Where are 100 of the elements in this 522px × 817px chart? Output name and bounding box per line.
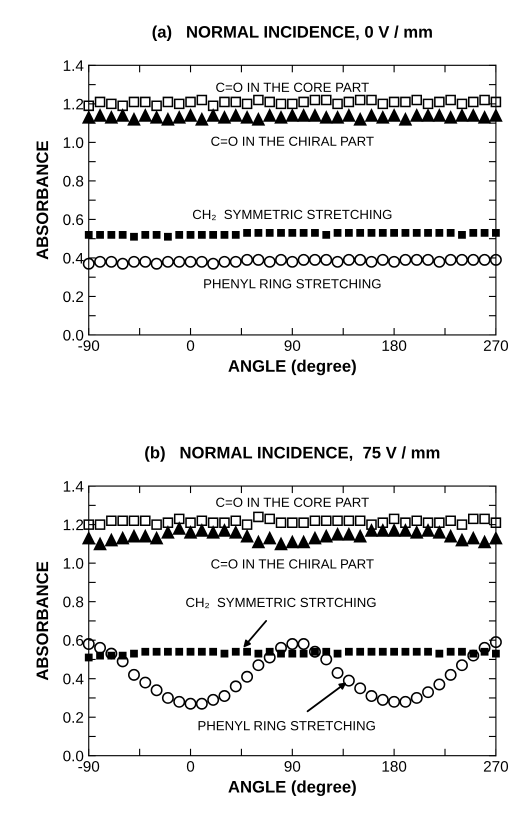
point [456,519,468,530]
point [320,254,332,266]
point [105,534,118,546]
point [466,109,480,122]
point [263,532,276,544]
point [490,254,502,266]
point [467,254,480,266]
point [118,230,127,239]
point [458,230,466,239]
point [356,648,364,656]
point [342,254,355,266]
point [287,517,298,528]
point [209,648,218,656]
point [490,532,502,544]
point [152,230,160,239]
x-axis-title: ANGLE (degree) [228,780,356,796]
point [331,528,344,541]
point [480,229,488,237]
point [198,230,206,239]
point [252,536,265,548]
point [116,109,129,122]
point [422,254,434,266]
point [287,98,298,110]
x-tick-label: 90 [284,760,300,772]
point [162,526,174,539]
annotation: PHENYL RING STRETCHING [198,721,375,730]
point [286,638,298,650]
point [240,530,254,543]
point [84,654,93,662]
point [354,254,366,266]
y-tick-label: 0.4 [63,252,84,264]
point [117,516,128,526]
point [186,648,194,656]
annotation: CH₂ SYMMETRIC STRTCHING [186,598,376,608]
point [400,96,411,108]
point [130,232,138,241]
point [300,650,308,658]
point [320,94,332,106]
point [445,94,456,106]
point [184,256,197,268]
chart-title: (b) NORMAL INCIDENCE, 75 V / mm [145,446,440,462]
point [253,512,264,522]
point [332,516,343,526]
point [243,229,251,237]
point [96,230,104,239]
point [140,516,151,526]
point [219,517,230,528]
point [288,229,296,237]
point [286,109,299,122]
point [184,109,197,122]
point [230,680,242,692]
point [446,648,455,656]
point [308,254,321,266]
point [298,254,310,266]
point [128,96,140,108]
point [468,96,479,108]
point [218,111,231,124]
point [243,648,251,656]
point [388,514,400,524]
point [332,256,344,268]
point [378,229,387,237]
point [422,686,434,698]
point [105,111,118,124]
point [253,94,264,106]
point [342,674,355,687]
point [433,526,446,539]
point [322,230,330,239]
point [140,96,151,108]
point [229,526,242,539]
point [424,648,432,656]
point [138,109,152,122]
point [354,112,366,126]
annotation: C=O IN THE CORE PART [216,82,369,92]
point [83,100,94,112]
point [311,229,319,237]
point [196,524,208,537]
point [308,532,322,544]
point [378,98,388,110]
point [298,96,309,108]
point [94,256,106,268]
point [456,98,468,110]
point [128,668,140,681]
point [276,517,286,528]
y-tick-label: 0.6 [63,214,84,226]
point [151,519,162,530]
point [332,98,343,110]
x-tick-label: 180 [382,760,406,772]
point [456,659,468,672]
point [207,694,220,706]
y-tick-label: 0.2 [63,291,84,302]
point [456,109,468,122]
point [116,532,129,544]
point [264,96,275,108]
point [424,229,432,237]
point [206,109,220,122]
point [150,111,163,124]
point [399,112,412,126]
point [320,530,333,543]
point [444,530,457,543]
point [150,684,163,696]
